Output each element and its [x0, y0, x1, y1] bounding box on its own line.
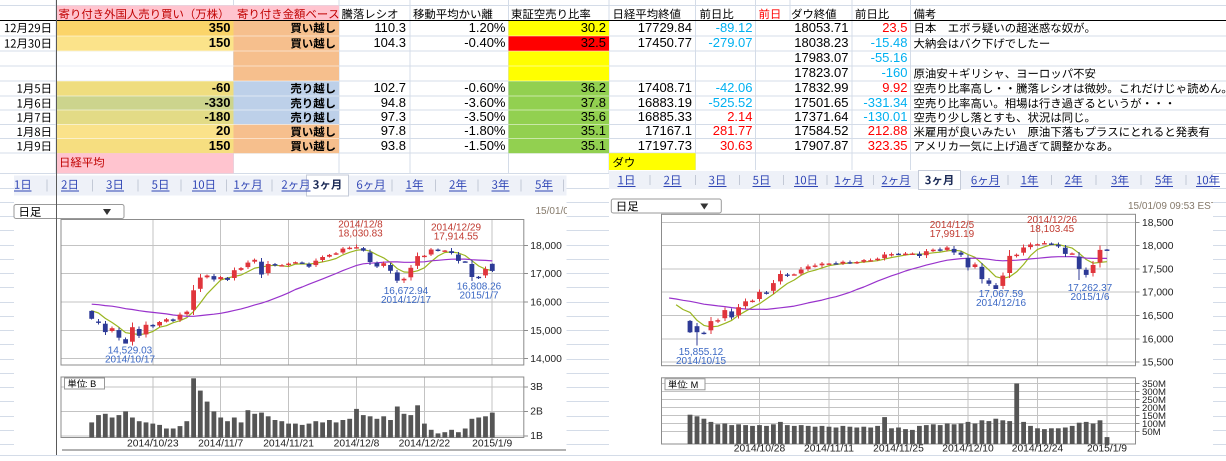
- svg-text:100M: 100M: [1142, 419, 1166, 430]
- svg-text:16,672.94: 16,672.94: [384, 286, 429, 297]
- svg-text:17,000: 17,000: [530, 269, 562, 280]
- svg-text:18,000: 18,000: [530, 241, 562, 252]
- svg-text:17,067.59: 17,067.59: [979, 289, 1024, 300]
- svg-text:2014/12/24: 2014/12/24: [1012, 444, 1064, 455]
- svg-text:16,000: 16,000: [1142, 334, 1174, 345]
- svg-text:2014/12/17: 2014/12/17: [381, 295, 431, 306]
- svg-text:2014/12/8: 2014/12/8: [338, 220, 383, 231]
- svg-text:18,000: 18,000: [1142, 241, 1174, 252]
- svg-text:2015/1/7: 2015/1/7: [460, 291, 499, 302]
- svg-text:2014/10/23: 2014/10/23: [127, 439, 179, 450]
- svg-text:17,000: 17,000: [1142, 288, 1174, 299]
- svg-text:17,500: 17,500: [1142, 264, 1174, 275]
- svg-text:17,914.55: 17,914.55: [434, 232, 479, 243]
- svg-text:2014/11/11: 2014/11/11: [804, 444, 854, 455]
- svg-text:2014/12/29: 2014/12/29: [431, 223, 481, 234]
- svg-text:200M: 200M: [1142, 403, 1166, 414]
- svg-text:2015/1/6: 2015/1/6: [1071, 292, 1110, 303]
- svg-text:16,500: 16,500: [1142, 311, 1174, 322]
- svg-text:2014/12/16: 2014/12/16: [976, 298, 1026, 309]
- svg-text:: B: : B: [85, 379, 96, 389]
- svg-text:: M: : M: [686, 380, 699, 390]
- svg-text:150M: 150M: [1142, 411, 1166, 422]
- svg-text:2014/12/8: 2014/12/8: [334, 439, 380, 450]
- svg-text:2014/11/25: 2014/11/25: [873, 444, 924, 455]
- svg-text:17,262.37: 17,262.37: [1068, 283, 1113, 294]
- svg-text:2014/10/17: 2014/10/17: [105, 355, 155, 366]
- svg-text:18,030.83: 18,030.83: [338, 229, 383, 240]
- svg-text:3B: 3B: [530, 382, 543, 393]
- svg-text:2014/11/21: 2014/11/21: [263, 439, 314, 450]
- svg-text:14,529.03: 14,529.03: [108, 346, 153, 357]
- svg-text:300M: 300M: [1142, 387, 1166, 398]
- svg-text:2015/1/9: 2015/1/9: [472, 439, 512, 450]
- svg-text:17,991.19: 17,991.19: [930, 229, 975, 240]
- svg-text:18,500: 18,500: [1142, 218, 1174, 229]
- svg-text:14,000: 14,000: [530, 354, 562, 365]
- svg-text:2014/12/26: 2014/12/26: [1027, 215, 1077, 226]
- svg-text:2014/10/15: 2014/10/15: [676, 356, 726, 367]
- svg-text:250M: 250M: [1142, 395, 1166, 406]
- svg-text:15,500: 15,500: [1142, 358, 1174, 369]
- svg-text:1B: 1B: [530, 431, 543, 442]
- svg-text:50M: 50M: [1142, 427, 1161, 438]
- svg-text:2014/12/22: 2014/12/22: [399, 439, 451, 450]
- svg-text:2014/12/5: 2014/12/5: [930, 220, 975, 231]
- svg-text:2015/1/9: 2015/1/9: [1087, 444, 1127, 455]
- svg-text:2014/10/28: 2014/10/28: [734, 444, 786, 455]
- svg-text:16,808.26: 16,808.26: [457, 282, 502, 293]
- svg-text:2014/12/10: 2014/12/10: [942, 444, 994, 455]
- svg-text:16,000: 16,000: [530, 298, 562, 309]
- svg-text:15,000: 15,000: [530, 326, 562, 337]
- svg-text:2B: 2B: [530, 407, 543, 418]
- svg-text:2014/11/7: 2014/11/7: [198, 439, 243, 450]
- svg-text:15,855.12: 15,855.12: [679, 347, 724, 358]
- svg-text:18,103.45: 18,103.45: [1030, 224, 1075, 235]
- svg-text:350M: 350M: [1142, 379, 1166, 390]
